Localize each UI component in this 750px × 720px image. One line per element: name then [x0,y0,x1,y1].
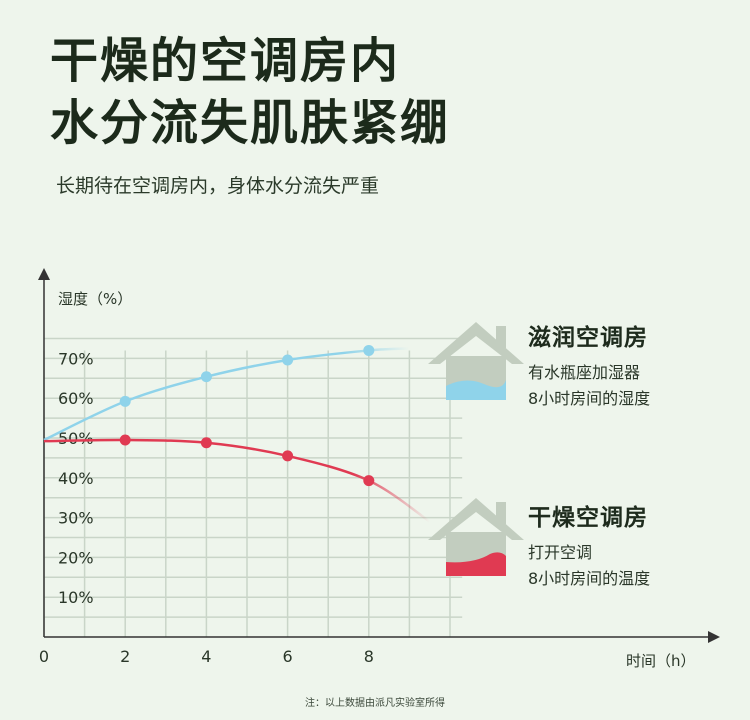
legend-moist-line-1: 有水瓶座加湿器 [528,363,641,382]
dry-data-point [119,434,131,446]
y-tick-label: 30% [58,509,94,528]
house-roof [428,322,524,364]
legend-moist-line-2: 8小时房间的湿度 [528,389,651,408]
title-line-1: 干燥的空调房内 [50,33,401,89]
y-tick-label: 50% [58,429,94,448]
legend-moist-title: 滋润空调房 [528,325,648,351]
y-tick-label: 20% [58,548,94,567]
x-tick-label: 4 [201,647,211,666]
y-axis-arrow [38,268,50,280]
x-tick-label: 0 [39,647,49,666]
legend-dry: 干燥空调房 打开空调 8小时房间的温度 [528,498,650,592]
legend-dry-title: 干燥空调房 [528,505,648,531]
dry-data-point [363,475,375,487]
legend-houses [428,322,524,576]
title-line-2: 水分流失肌肤紧绷 [50,95,451,151]
subtitle: 长期待在空调房内，身体水分流失严重 [56,175,380,197]
page-title: 干燥的空调房内 水分流失肌肤紧绷 [50,30,450,154]
y-tick-label: 60% [58,389,94,408]
house-chimney [496,326,506,348]
axes: 10% 20% 30% 40% 50% 60% 70% 0 2 4 6 8 [38,268,720,666]
y-tick-label: 10% [58,588,94,607]
dry-data-point [200,437,212,449]
x-axis-label: 时间（h） [626,652,696,670]
x-tick-label: 8 [364,647,374,666]
series-group [43,344,431,523]
x-tick-label: 6 [283,647,293,666]
moist-data-point [200,371,212,383]
y-tick-label: 40% [58,469,94,488]
house-icon [428,498,524,576]
house-roof [428,498,524,540]
moist-data-point [282,354,294,366]
legend-dry-line-2: 8小时房间的温度 [528,569,651,588]
house-chimney [496,502,506,524]
footnote: 注：以上数据由派凡实验室所得 [305,698,445,709]
x-tick-label: 2 [120,647,130,666]
house-icon [428,322,524,400]
y-axis-label: 湿度（%） [58,290,132,308]
moist-series-line [43,347,410,442]
y-tick-label: 70% [58,349,94,368]
moist-data-point [363,344,375,356]
legend-moist: 滋润空调房 有水瓶座加湿器 8小时房间的湿度 [528,318,650,412]
house-liquid [446,380,506,400]
legend-dry-line-1: 打开空调 [528,543,593,562]
moist-data-point [119,395,131,407]
grid [43,337,463,637]
x-axis-arrow [708,631,720,643]
house-liquid [446,552,506,576]
dry-data-point [282,450,294,462]
